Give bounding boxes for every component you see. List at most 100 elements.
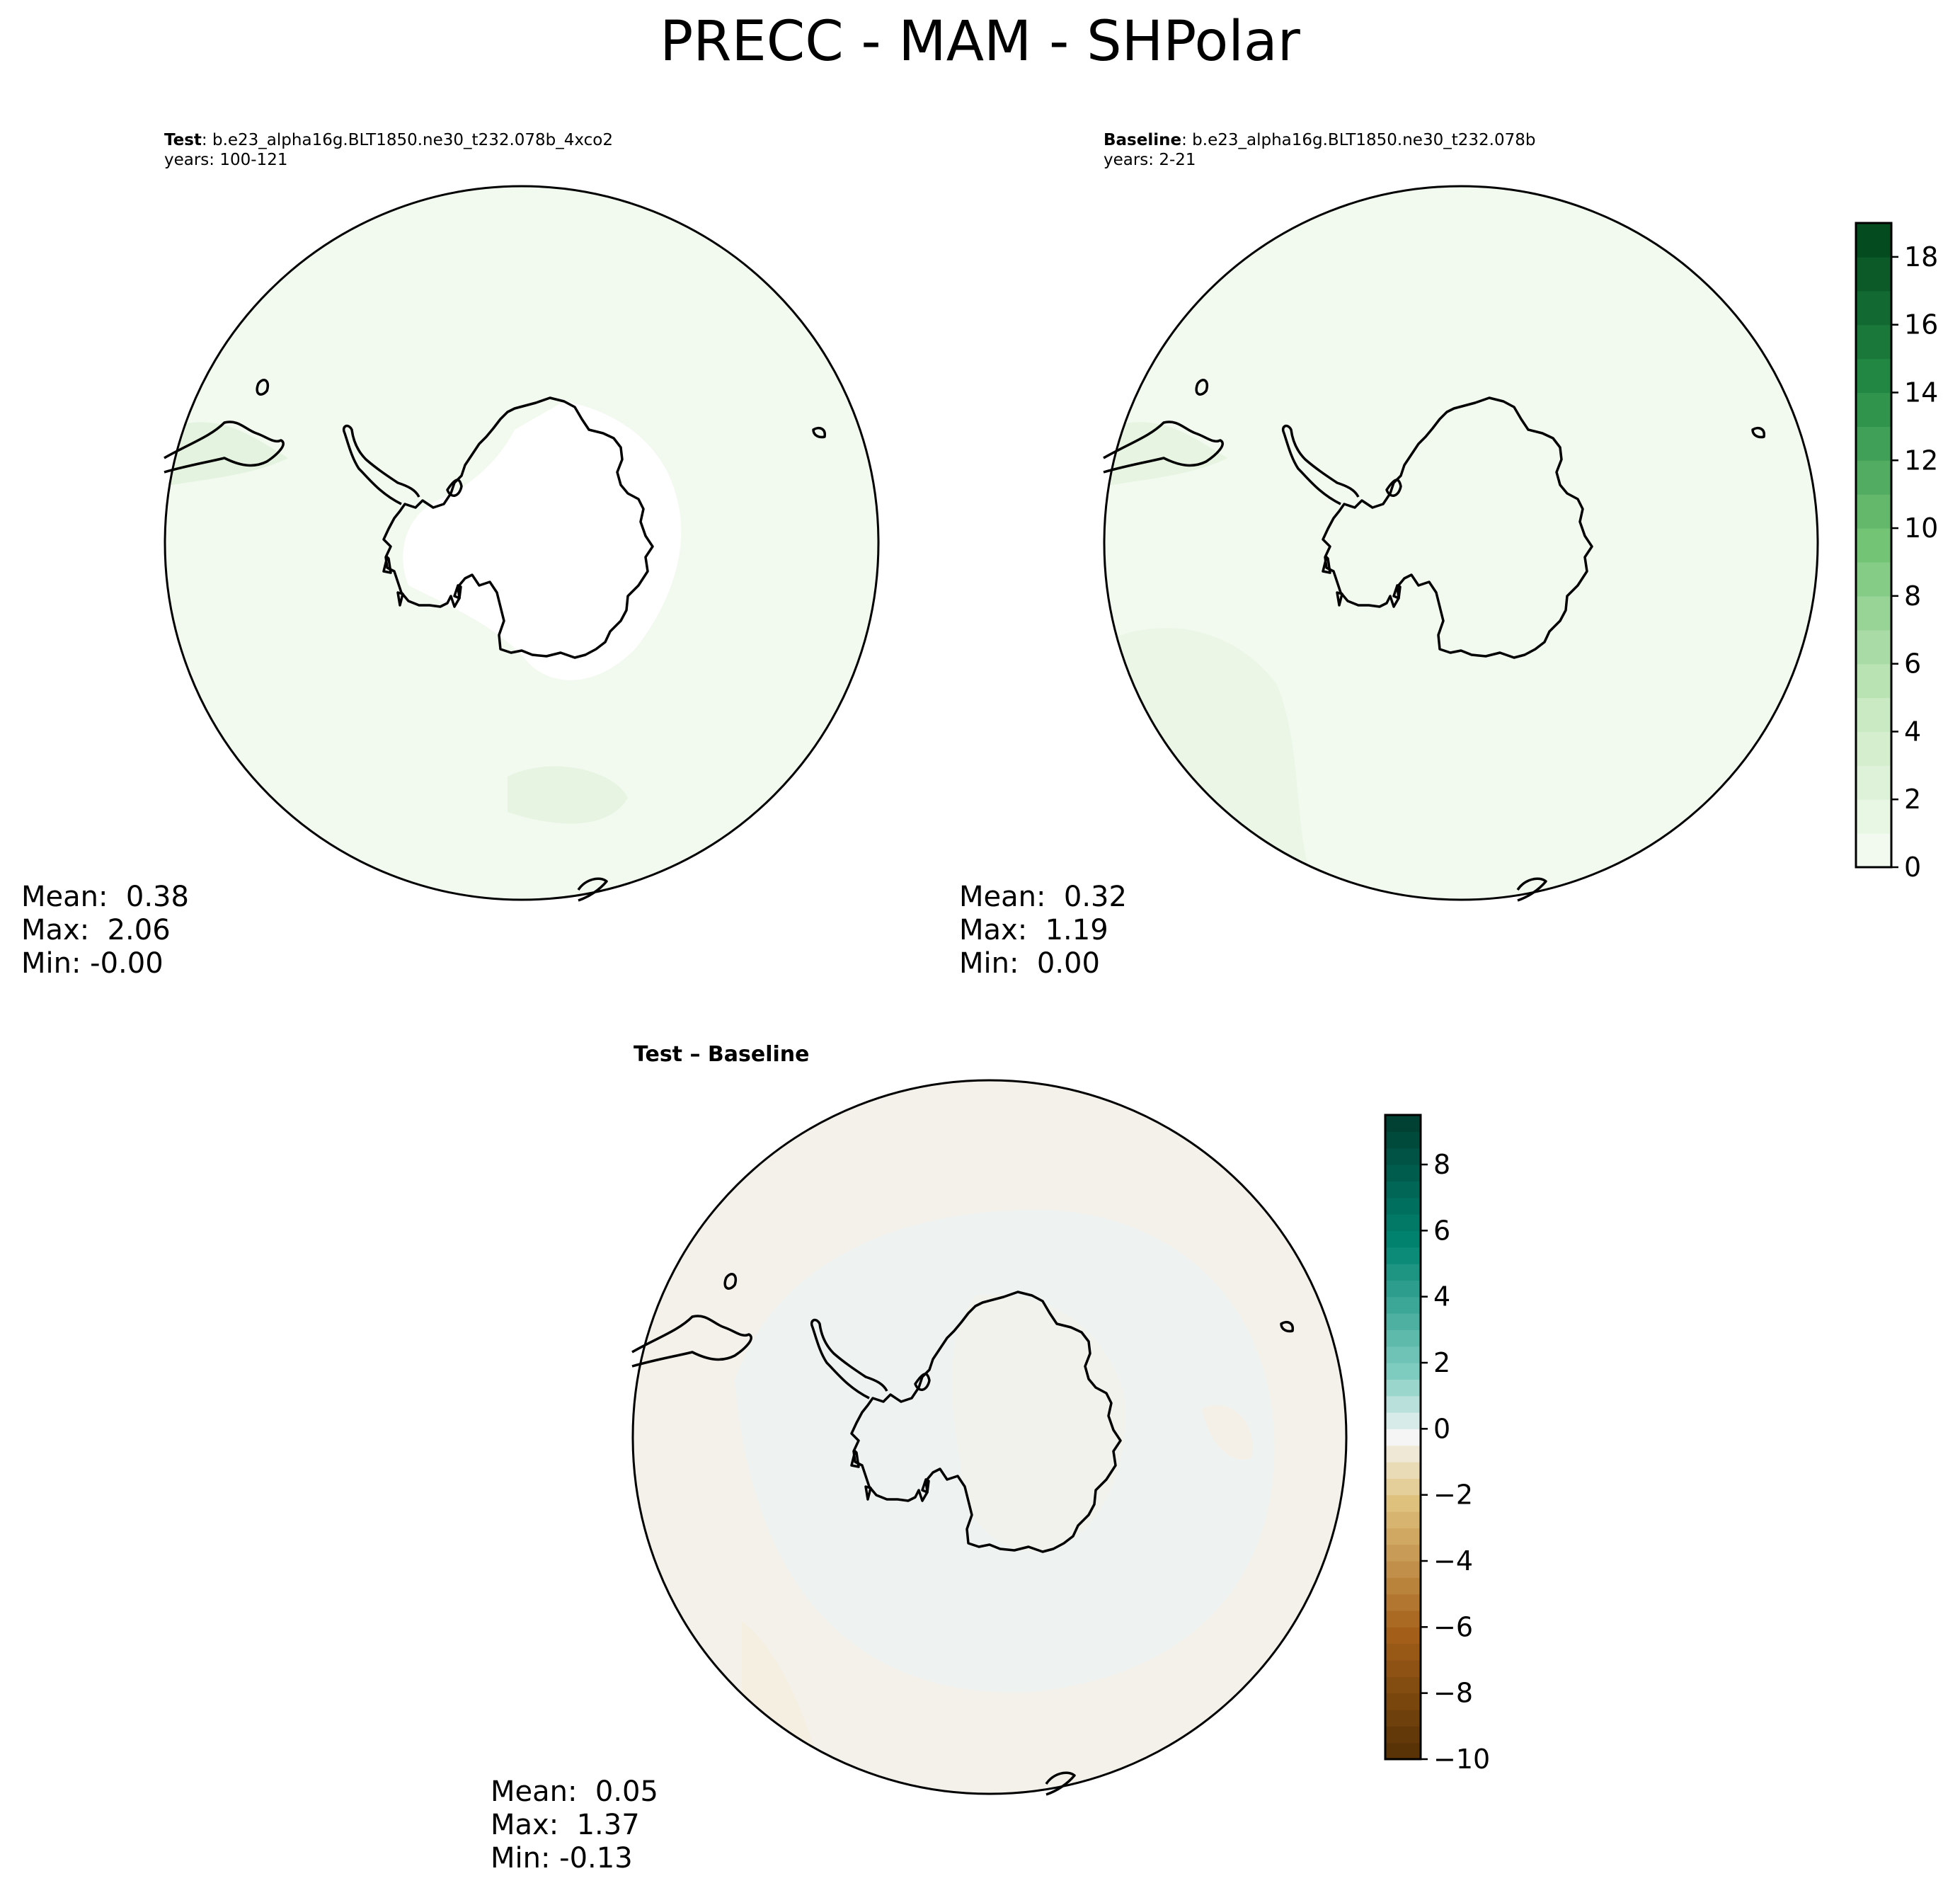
new-zealand-coastline [577,877,608,902]
colorbar-segment [1385,1742,1421,1760]
island [864,1485,872,1501]
shading-patch [633,1080,1346,1794]
island [850,1450,860,1468]
colorbar-tick-label: 4 [1904,716,1921,747]
colorbar-segment [1856,324,1891,360]
colorbar-bar [1384,1114,1422,1761]
colorbar-tick-label: 16 [1904,309,1938,341]
colorbar-segment [1856,223,1891,258]
colorbar-segment [1385,1494,1421,1512]
test-max: Max: 2.06 [21,914,171,946]
colorbar-segment [1856,256,1891,292]
colorbar-segment [1385,1726,1421,1744]
colorbar-tick-label: 10 [1904,513,1938,544]
baseline-map [1103,185,1819,902]
colorbar-segment [1856,697,1891,733]
shading-patch [165,422,288,486]
colorbar-tick-label: −6 [1433,1611,1473,1642]
island [1385,479,1402,497]
shading-patch [1104,422,1227,486]
island [1392,584,1402,600]
coastline [164,379,826,902]
peninsula-coastline [343,424,420,505]
colorbar-tick-label: −4 [1433,1545,1473,1577]
colorbar-ticks: −10 −8 −6 −4 −2 0 2 4 6 8 [1421,1149,1490,1770]
baseline-label: Baseline [1104,131,1182,149]
colorbar-segment [1385,1148,1421,1165]
colorbar-segment [1385,1544,1421,1562]
colorbar-segment [1385,1676,1421,1694]
colorbar-tick-label: −10 [1433,1744,1490,1770]
colorbar-segment [1385,1478,1421,1496]
colorbar-segment [1385,1561,1421,1578]
colorbar-segment [1385,1660,1421,1677]
coastline [631,1273,1294,1796]
map-boundary [164,185,880,901]
map-boundary [631,1079,1348,1795]
colorbar-segment [1385,1627,1421,1644]
colorbar-tick-label: −8 [1433,1678,1473,1709]
colorbar-segment [1385,1181,1421,1198]
island [446,479,463,497]
antarctica-coastline [382,396,654,659]
colorbar-segment [1385,1296,1421,1314]
colorbar-segment [1385,1197,1421,1215]
colorbar-segment [1385,1710,1421,1727]
shading-patch [951,1294,1125,1552]
test-min: Min: -0.00 [21,947,164,980]
colorbar-tick-label: 0 [1904,852,1921,878]
main-colorbar: 0 2 4 6 8 10 12 14 16 18 [1855,222,1938,878]
shading-patch [1202,1404,1253,1460]
antarctica-coastline [850,1291,1122,1553]
colorbar-tick-label: 0 [1433,1413,1450,1444]
colorbar-segment [1385,1214,1421,1231]
colorbar-segment [1385,1429,1421,1446]
colorbar-segment [1385,1247,1421,1264]
colorbar-segment [1856,629,1891,665]
colorbar-tick-label: 2 [1433,1347,1450,1378]
colorbar-segment [1385,1313,1421,1330]
land-no-data [403,401,682,680]
colorbar-segment [1856,799,1891,834]
colorbar-segment [1856,358,1891,394]
island [382,556,392,574]
island [723,1273,737,1290]
island [1751,427,1765,439]
baseline-mean: Mean: 0.32 [959,881,1127,913]
diff-mean: Mean: 0.05 [491,1775,658,1808]
colorbar-segment [1385,1462,1421,1479]
colorbar-segment [1856,663,1891,699]
colorbar-segment [1385,1131,1421,1149]
south-america-coastline [631,1315,752,1368]
island [1336,591,1343,607]
island [1322,556,1331,574]
colorbar-segment [1856,392,1891,427]
colorbar-segment [1856,426,1891,461]
colorbar-segment [1385,1511,1421,1528]
colorbar-segment [1385,1346,1421,1363]
test-label: Test [164,131,202,149]
peninsula-coastline [810,1318,888,1400]
colorbar-segment [1385,1363,1421,1380]
baseline-min: Min: 0.00 [959,947,1100,980]
colorbar-segment [1385,1230,1421,1248]
diff-colorbar: −10 −8 −6 −4 −2 0 2 4 6 8 [1384,1114,1490,1770]
colorbar-tick-label: 4 [1433,1281,1450,1312]
colorbar-bar [1855,222,1893,869]
baseline-years: years: 2-21 [1104,151,1196,169]
figure-title: PRECC - MAM - SHPolar [660,10,1300,74]
colorbar-segment [1385,1693,1421,1710]
test-case-name: : b.e23_alpha16g.BLT1850.ne30_t232.078b_… [201,131,613,149]
island [921,1478,930,1494]
island [396,591,404,607]
colorbar-segment [1385,1329,1421,1347]
diff-stats: Mean: 0.05 Max: 1.37 Min: -0.13 [491,1775,658,1875]
colorbar-segment [1385,1115,1421,1132]
coastline [1103,379,1765,902]
colorbar-segment [1385,1412,1421,1429]
new-zealand-coastline [1516,877,1547,902]
colorbar-segment [1385,1395,1421,1413]
island [453,584,462,600]
baseline-stats: Mean: 0.32 Max: 1.19 Min: 0.00 [959,881,1127,980]
test-years: years: 100-121 [164,151,288,169]
